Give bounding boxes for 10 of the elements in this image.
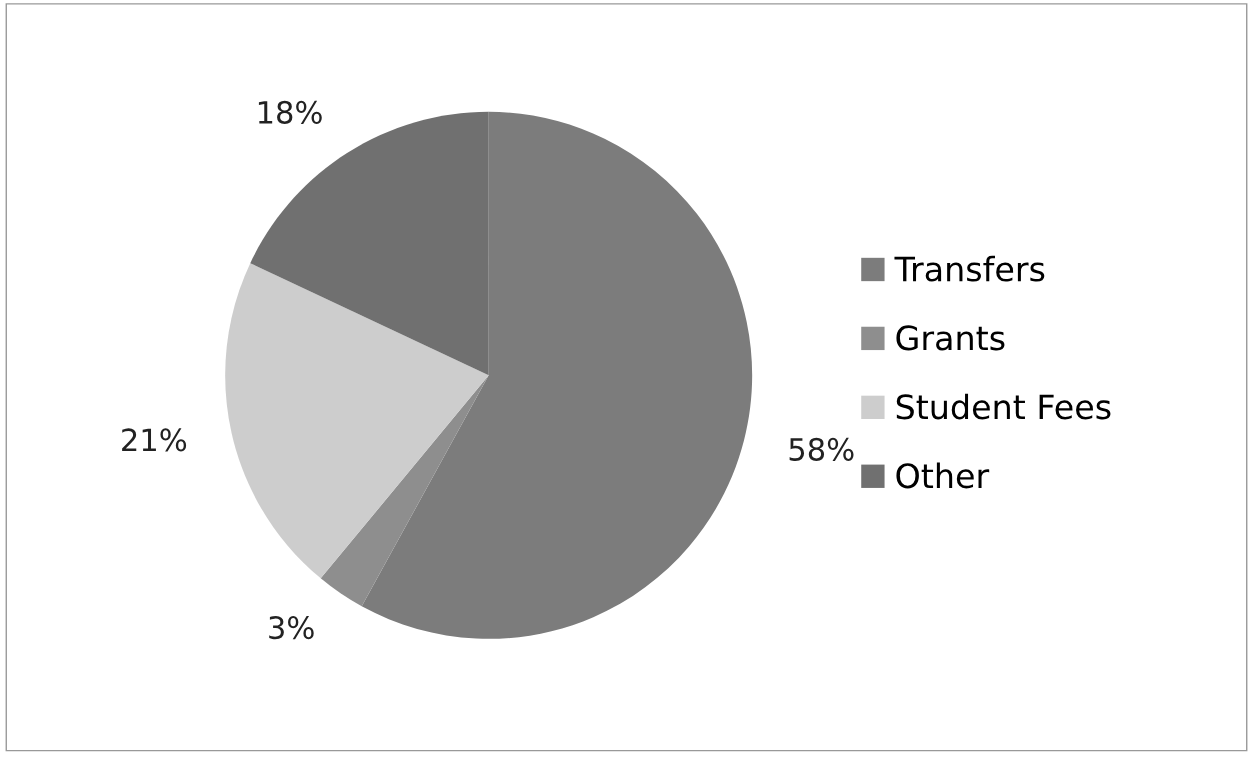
pie-slice — [225, 263, 489, 579]
pie-slice — [320, 375, 489, 607]
data-label: 58% — [789, 437, 854, 461]
data-label: 18% — [258, 100, 322, 124]
legend-label: Transfers — [894, 255, 1045, 282]
data-label: 21% — [122, 428, 187, 452]
data-label: 3% — [269, 616, 314, 640]
legend-label: Student Fees — [896, 393, 1111, 420]
legend-label: Grants — [896, 325, 1005, 351]
legend-label: Other — [896, 462, 990, 489]
